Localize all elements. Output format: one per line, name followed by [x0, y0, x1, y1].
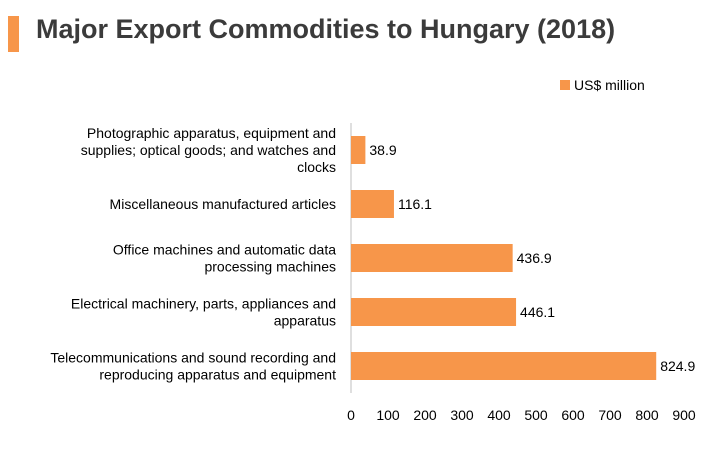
- data-label-4: 446.1: [520, 304, 555, 320]
- bar-1: [351, 136, 366, 164]
- category-label-line: apparatus: [274, 313, 336, 329]
- title-accent-bar: [8, 16, 19, 52]
- category-label-line: reproducing apparatus and equipment: [99, 367, 336, 383]
- category-label-line: Electrical machinery, parts, appliances …: [71, 296, 336, 312]
- x-tick-label: 900: [672, 407, 696, 423]
- category-label-5: Telecommunications and sound recording a…: [50, 350, 336, 383]
- x-tick-label: 500: [524, 407, 548, 423]
- x-tick-label: 100: [376, 407, 400, 423]
- category-label-line: Miscellaneous manufactured articles: [110, 196, 336, 212]
- category-label-line: processing machines: [204, 259, 336, 275]
- bar-4: [351, 298, 517, 326]
- category-label-line: supplies; optical goods; and watches and: [81, 142, 336, 158]
- x-tick-label: 0: [347, 407, 355, 423]
- category-label-4: Electrical machinery, parts, appliances …: [71, 296, 336, 329]
- x-tick-label: 700: [598, 407, 622, 423]
- data-label-1: 38.9: [369, 142, 396, 158]
- legend-swatch: [560, 80, 570, 90]
- x-tick-label: 300: [450, 407, 474, 423]
- bar-2: [351, 190, 394, 218]
- x-tick-label: 400: [487, 407, 511, 423]
- x-tick-label: 600: [561, 407, 585, 423]
- chart-title: Major Export Commodities to Hungary (201…: [36, 14, 616, 44]
- x-tick-label: 200: [413, 407, 437, 423]
- x-tick-label: 800: [635, 407, 659, 423]
- legend-label: US$ million: [574, 77, 645, 93]
- category-label-3: Office machines and automatic dataproces…: [113, 242, 336, 275]
- legend: US$ million: [560, 77, 645, 93]
- bar-3: [351, 244, 513, 272]
- category-label-2: Miscellaneous manufactured articles: [110, 196, 336, 212]
- data-label-5: 824.9: [660, 358, 695, 374]
- bar-5: [351, 352, 657, 380]
- category-label-1: Photographic apparatus, equipment andsup…: [81, 125, 336, 175]
- category-label-line: Telecommunications and sound recording a…: [50, 350, 336, 366]
- data-label-2: 116.1: [398, 196, 432, 212]
- category-label-line: Photographic apparatus, equipment and: [87, 125, 336, 141]
- plot-area: 38.9 Photographic apparatus, equipment an…: [50, 123, 696, 423]
- data-label-3: 436.9: [517, 250, 552, 266]
- category-label-line: Office machines and automatic data: [113, 242, 336, 258]
- category-label-line: clocks: [297, 159, 336, 175]
